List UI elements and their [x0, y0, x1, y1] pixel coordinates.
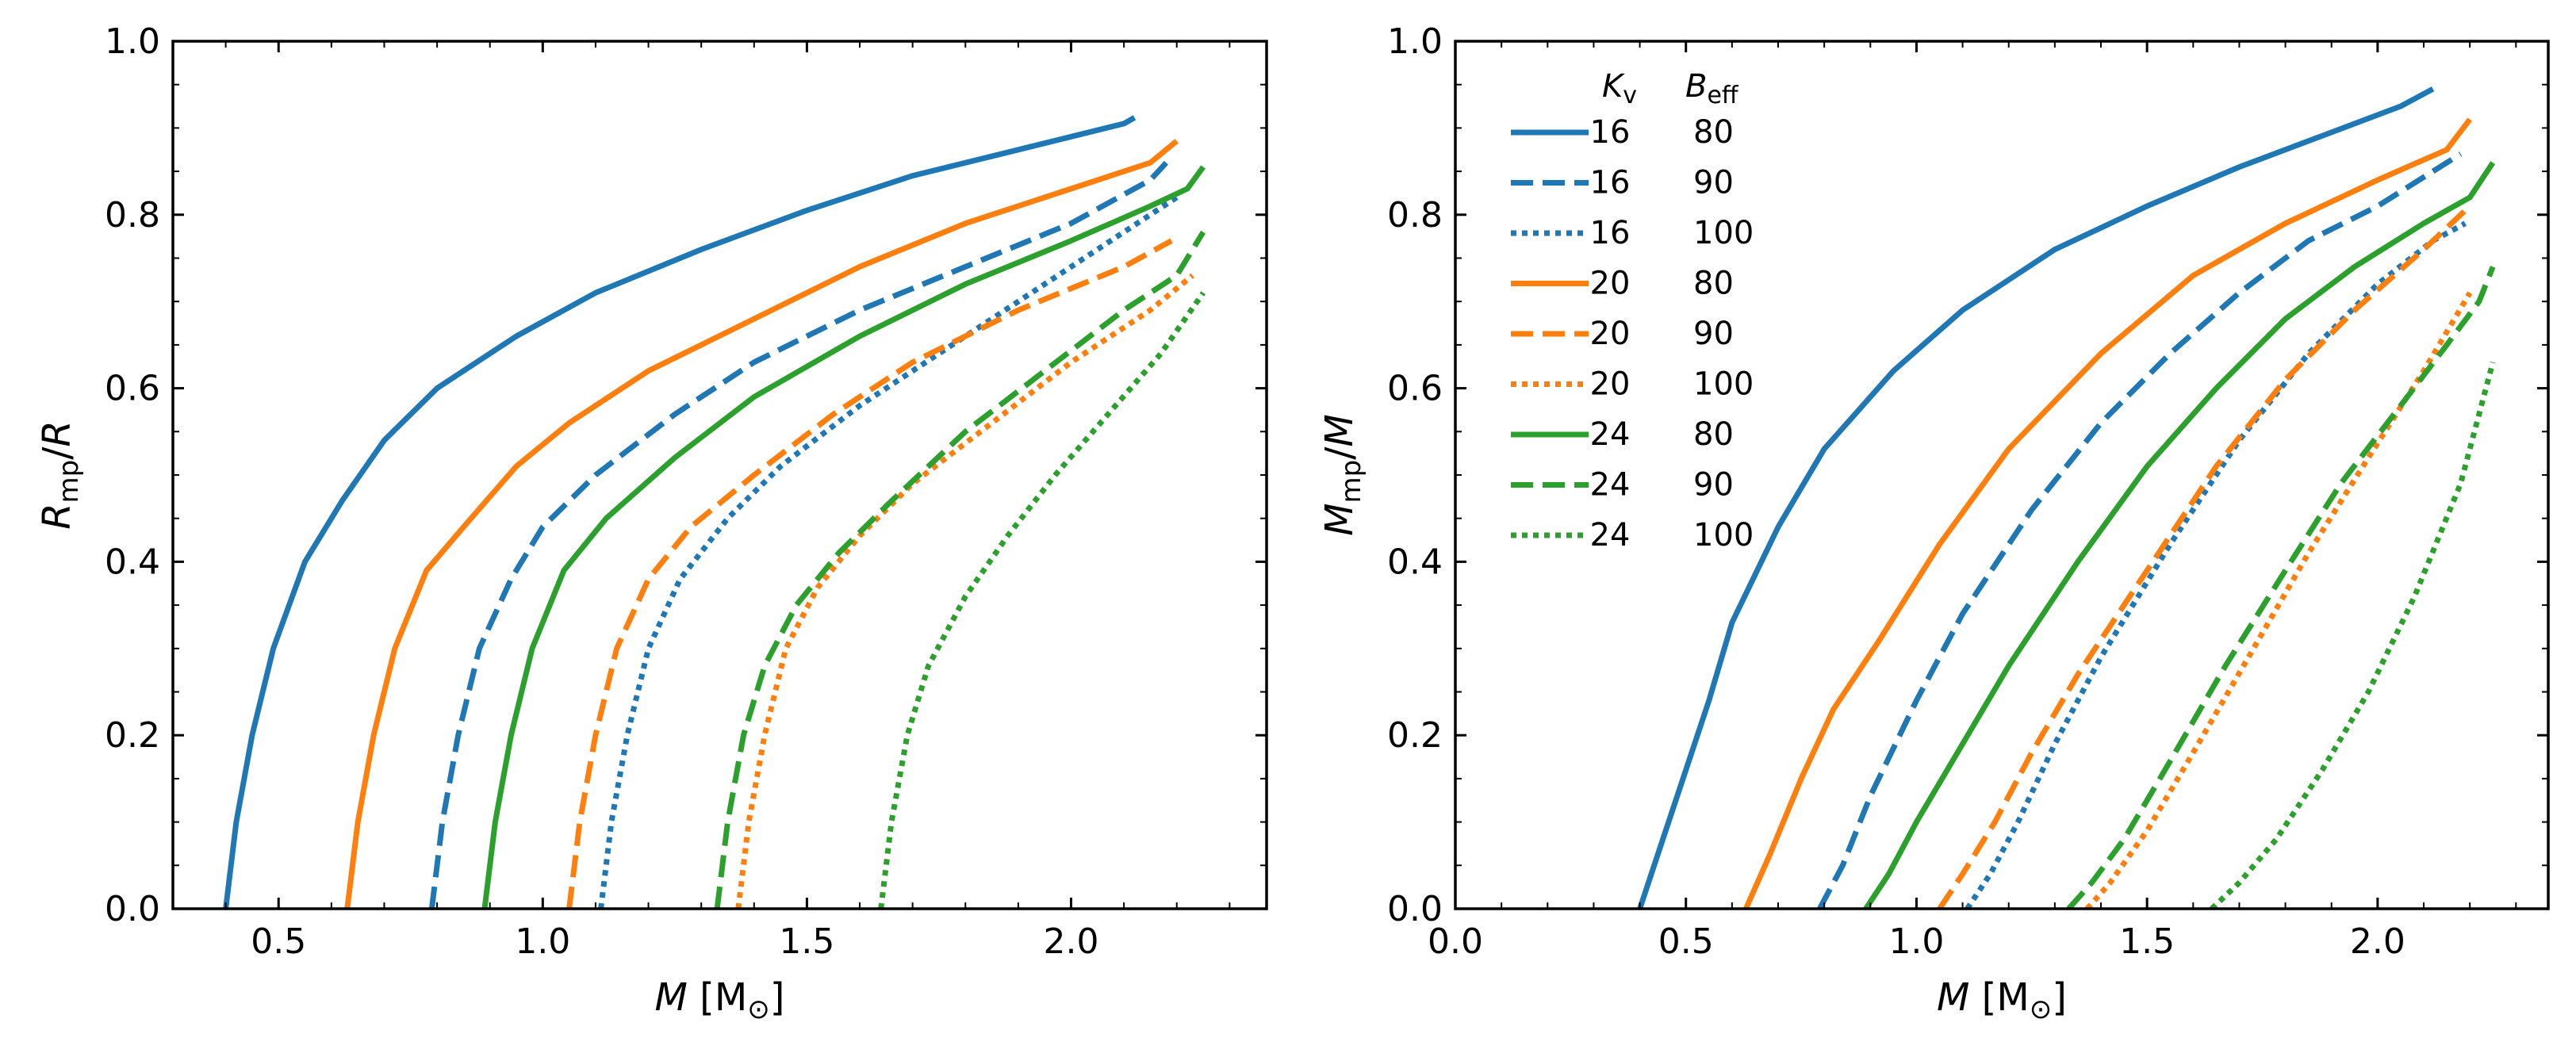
left-xtick-label: 0.5 [251, 921, 306, 962]
left-series-kv20-beff90 [566, 238, 1173, 909]
right-xtick-label: 1.0 [1888, 921, 1944, 962]
right-ytick-label: 0.4 [1387, 542, 1443, 582]
right-xtick-label: 0.0 [1428, 921, 1483, 962]
legend-kv-value: 24 [1590, 517, 1631, 553]
left-x-axis-label: M [M⊙] [654, 975, 784, 1025]
right-ytick-label: 1.0 [1387, 21, 1443, 62]
left-ytick-label: 0.8 [105, 195, 160, 236]
left-series-kv16-beff90 [428, 160, 1168, 909]
legend-beff-value: 80 [1693, 416, 1734, 453]
legend-beff-value: 80 [1693, 266, 1734, 302]
right-ytick-label: 0.6 [1387, 369, 1443, 409]
legend-kv-value: 24 [1590, 467, 1631, 504]
left-xtick-label: 1.0 [515, 921, 570, 962]
legend-beff-value: 100 [1693, 517, 1754, 553]
legend-beff-value: 80 [1693, 114, 1734, 151]
left-plot-frame [171, 40, 1268, 910]
left-series-kv16-beff100 [598, 194, 1179, 909]
legend-beff-value: 90 [1693, 165, 1734, 201]
left-y-axis-label: Rmp/R [35, 420, 85, 530]
left-series-kv20-beff100 [735, 273, 1194, 909]
left-xtick-label: 2.0 [1044, 921, 1099, 962]
left-ytick-label: 1.0 [105, 21, 160, 62]
legend-kv-value: 20 [1590, 316, 1631, 352]
left-series-kv20-beff80 [344, 139, 1179, 909]
right-curves [1637, 86, 2496, 909]
right-series-kv20-beff90 [1937, 204, 2472, 909]
right-series-kv24-beff90 [2066, 266, 2496, 909]
right-plot-frame [1454, 40, 2550, 910]
legend-kv-value: 16 [1590, 215, 1631, 251]
legend-kv-value: 16 [1590, 165, 1631, 201]
legend-beff-value: 100 [1693, 215, 1754, 251]
legend-beff-value: 90 [1693, 467, 1734, 504]
left-series-kv16-beff80 [223, 115, 1137, 909]
left-ticks [172, 40, 1267, 910]
right-ytick-label: 0.2 [1387, 715, 1443, 756]
right-ytick-label: 0.8 [1387, 195, 1443, 236]
right-series-kv16-beff80 [1637, 86, 2435, 909]
right-xtick-label: 0.5 [1658, 921, 1714, 962]
left-panel: 0.5 1.0 1.5 2.0 0.0 0.2 0.4 0.6 0.8 1.0 M [M⊙] Rmp/… [35, 21, 1268, 1025]
legend-beff-value: 100 [1693, 366, 1754, 403]
legend-kv-value: 20 [1590, 266, 1631, 302]
legend-header-beff: Beff [1685, 68, 1739, 109]
right-x-axis-label: M [M⊙] [1937, 975, 2067, 1025]
left-xtick-label: 1.5 [779, 921, 834, 962]
right-xtick-label: 2.0 [2350, 921, 2405, 962]
legend-kv-value: 20 [1590, 366, 1631, 403]
legend-kv-value: 24 [1590, 416, 1631, 453]
right-series-kv16-beff90 [1817, 151, 2463, 909]
right-ytick-label: 0.0 [1387, 889, 1443, 929]
left-ytick-label: 0.4 [105, 542, 160, 582]
legend-beff-value: 90 [1693, 316, 1734, 352]
left-curves [223, 115, 1206, 909]
left-ytick-label: 0.0 [105, 889, 160, 929]
right-series-kv16-beff100 [1965, 220, 2467, 909]
left-series-kv24-beff80 [481, 165, 1206, 909]
right-y-axis-label: Mmp/M [1317, 414, 1367, 536]
right-series-kv24-beff100 [2210, 361, 2496, 909]
left-ytick-label: 0.2 [105, 715, 160, 756]
legend-header-kv: Kv [1602, 68, 1637, 109]
right-series-kv20-beff80 [1743, 117, 2472, 909]
right-series-kv24-beff80 [1863, 161, 2496, 909]
legend: Kv Beff 16 80 16 90 16 100 20 80 20 90 20 100 24 80 24 90… [1511, 68, 1754, 553]
left-series-kv24-beff90 [714, 230, 1206, 909]
right-panel: 0.0 0.5 1.0 1.5 2.0 0.0 0.2 0.4 0.6 0.8 1.0 M [M⊙] M… [1317, 21, 2550, 1025]
right-xtick-label: 1.5 [2119, 921, 2175, 962]
legend-kv-value: 16 [1590, 114, 1631, 151]
left-ytick-label: 0.6 [105, 369, 160, 409]
